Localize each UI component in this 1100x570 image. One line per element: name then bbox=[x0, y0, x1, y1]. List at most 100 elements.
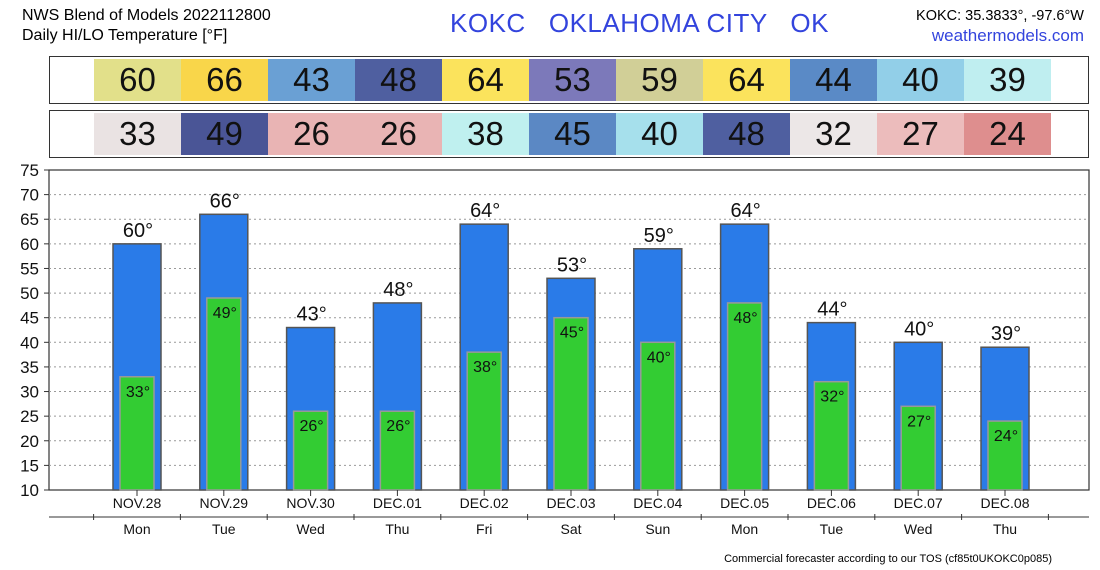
high-temp-cell: 64 bbox=[442, 59, 529, 101]
high-label: 64° bbox=[730, 200, 760, 222]
low-temp-cell: 26 bbox=[268, 113, 355, 155]
high-label: 66° bbox=[210, 190, 240, 212]
x-tick-label: DEC.01 bbox=[373, 495, 422, 511]
y-tick-label: 20 bbox=[20, 432, 39, 451]
y-tick-label: 30 bbox=[20, 383, 39, 402]
low-bar bbox=[206, 297, 242, 491]
y-tick-label: 55 bbox=[20, 259, 39, 278]
day-label: Tue bbox=[820, 521, 844, 537]
high-temp-cell: 44 bbox=[790, 59, 877, 101]
y-tick-label: 35 bbox=[20, 358, 39, 377]
y-tick-label: 75 bbox=[20, 161, 39, 180]
x-tick-label: DEC.07 bbox=[894, 495, 943, 511]
high-label: 44° bbox=[817, 299, 847, 321]
y-tick-label: 70 bbox=[20, 186, 39, 205]
y-tick-label: 25 bbox=[20, 407, 39, 426]
low-bar bbox=[987, 420, 1023, 491]
x-tick-label: NOV.30 bbox=[286, 495, 335, 511]
model-title: NWS Blend of Models 2022112800 bbox=[22, 7, 271, 24]
y-tick-label: 60 bbox=[20, 235, 39, 254]
low-temp-cell: 32 bbox=[790, 113, 877, 155]
x-tick-label: NOV.28 bbox=[113, 495, 162, 511]
low-temp-cell: 24 bbox=[964, 113, 1051, 155]
low-bar bbox=[553, 316, 589, 491]
low-temp-cell: 27 bbox=[877, 113, 964, 155]
low-bar bbox=[379, 410, 416, 491]
low-temp-cell: 33 bbox=[94, 113, 181, 155]
low-temp-cell: 38 bbox=[442, 113, 529, 155]
low-temp-cell: 49 bbox=[181, 113, 268, 155]
y-tick-label: 50 bbox=[20, 284, 39, 303]
high-temp-cell: 59 bbox=[616, 59, 703, 101]
day-label: Wed bbox=[904, 521, 933, 537]
low-label: 45° bbox=[560, 325, 584, 342]
low-label: 38° bbox=[473, 359, 497, 376]
low-bar bbox=[813, 380, 850, 491]
high-label: 39° bbox=[991, 323, 1021, 345]
day-label: Sun bbox=[645, 521, 670, 537]
chart-subtitle: Daily HI/LO Temperature [°F] bbox=[22, 27, 228, 44]
y-tick-label: 10 bbox=[20, 481, 39, 500]
station-coords: KOKC: 35.3833°, -97.6°W bbox=[916, 8, 1084, 24]
low-label: 48° bbox=[733, 310, 757, 327]
y-tick-label: 15 bbox=[20, 456, 39, 475]
day-label: Thu bbox=[993, 521, 1017, 537]
station-title: KOKC OKLAHOMA CITY OK bbox=[450, 8, 830, 38]
high-temp-cell: 66 bbox=[181, 59, 268, 101]
x-tick-label: DEC.08 bbox=[980, 495, 1029, 511]
high-temp-cell: 53 bbox=[529, 59, 616, 101]
y-tick-label: 45 bbox=[20, 309, 39, 328]
low-bar bbox=[119, 376, 155, 491]
low-temp-row: 33 49 26 26 38 45 40 48 32 27 24 bbox=[49, 110, 1089, 158]
y-tick-label: 40 bbox=[20, 333, 39, 352]
high-label: 59° bbox=[644, 225, 674, 247]
x-tick-label: DEC.02 bbox=[460, 495, 509, 511]
low-label: 40° bbox=[647, 349, 671, 366]
low-bar bbox=[726, 302, 763, 491]
low-label: 33° bbox=[126, 384, 150, 401]
high-label: 64° bbox=[470, 200, 500, 222]
y-tick-label: 65 bbox=[20, 210, 39, 229]
low-temp-cell: 45 bbox=[529, 113, 616, 155]
low-bar bbox=[292, 410, 329, 491]
high-temp-cell: 43 bbox=[268, 59, 355, 101]
high-label: 43° bbox=[296, 304, 326, 326]
low-label: 24° bbox=[994, 428, 1018, 445]
day-label: Tue bbox=[212, 521, 236, 537]
low-label: 26° bbox=[386, 418, 410, 435]
footer-note: Commercial forecaster according to our T… bbox=[724, 553, 1052, 565]
site-link[interactable]: weathermodels.com bbox=[931, 26, 1084, 45]
high-label: 53° bbox=[557, 254, 587, 276]
high-label: 60° bbox=[123, 220, 153, 242]
low-temp-cell: 48 bbox=[703, 113, 790, 155]
high-temp-cell: 40 bbox=[877, 59, 964, 101]
x-tick-label: DEC.05 bbox=[720, 495, 769, 511]
low-bar bbox=[900, 405, 936, 491]
day-label: Fri bbox=[476, 521, 492, 537]
high-temp-cell: 39 bbox=[964, 59, 1051, 101]
high-temp-cell: 64 bbox=[703, 59, 790, 101]
x-tick-label: NOV.29 bbox=[200, 495, 249, 511]
x-tick-label: DEC.04 bbox=[633, 495, 682, 511]
low-bar bbox=[640, 341, 676, 491]
low-label: 26° bbox=[299, 418, 323, 435]
low-label: 49° bbox=[213, 305, 237, 322]
high-temp-cell: 60 bbox=[94, 59, 181, 101]
high-temp-row: 60 66 43 48 64 53 59 64 44 40 39 bbox=[49, 56, 1089, 104]
day-label: Mon bbox=[123, 521, 150, 537]
x-tick-label: DEC.03 bbox=[546, 495, 595, 511]
low-temp-cell: 26 bbox=[355, 113, 442, 155]
day-label: Sat bbox=[560, 521, 581, 537]
chart-header-right: KOKC: 35.3833°, -97.6°W weathermodels.co… bbox=[916, 6, 1084, 46]
high-label: 40° bbox=[904, 318, 934, 340]
high-label: 48° bbox=[383, 279, 413, 301]
chart-header-left: NWS Blend of Models 2022112800 Daily HI/… bbox=[22, 6, 271, 46]
low-label: 27° bbox=[907, 413, 931, 430]
high-temp-cell: 48 bbox=[355, 59, 442, 101]
low-label: 32° bbox=[820, 389, 844, 406]
day-label: Mon bbox=[731, 521, 758, 537]
day-label: Wed bbox=[296, 521, 325, 537]
x-tick-label: DEC.06 bbox=[807, 495, 856, 511]
day-label: Thu bbox=[385, 521, 409, 537]
